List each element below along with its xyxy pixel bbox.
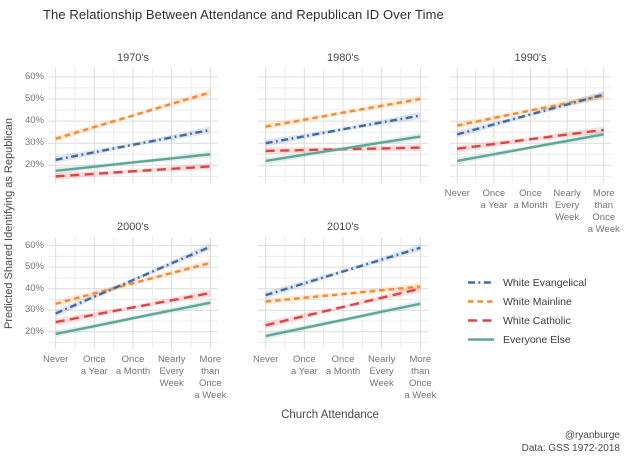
x-tick-label: More than Once a Week xyxy=(404,354,437,401)
facet-title-2000s: 2000's xyxy=(116,221,150,233)
facet-plot-1990s xyxy=(450,68,611,183)
facet-panel-2010s: 2010's Never Once a Year Once a Month Nearly E… xyxy=(253,221,436,401)
facet-plot-1980s xyxy=(258,68,428,183)
y-tick-label: 50% xyxy=(24,261,44,273)
facet-panel-1970s: 1970's 60% 50% 40% 30% 20% xyxy=(25,52,218,183)
caption-handle: @ryanburge xyxy=(564,430,620,441)
x-tick-label: Never xyxy=(42,354,69,365)
y-tick-label: 50% xyxy=(24,92,44,104)
y-tick-label: 30% xyxy=(24,304,44,316)
x-tick-label: Once a Month xyxy=(115,354,151,377)
y-tick-label: 20% xyxy=(24,159,44,171)
x-tick-label: More than Once a Week xyxy=(194,354,227,401)
facet-plot-1970s xyxy=(48,68,218,183)
x-tick-label: Once a Month xyxy=(325,354,361,377)
facet-plot-2000s xyxy=(48,237,218,349)
facet-title-1990s: 1990's xyxy=(514,52,547,64)
legend: White Evangelical White Mainline White C… xyxy=(468,273,586,349)
legend-key-line-icon xyxy=(468,300,494,303)
facet-panel-1990s: 1990's Never Once a Year Once a Month Nearly E… xyxy=(445,52,620,235)
x-tick-label: Once a Month xyxy=(513,188,548,211)
chart-title: The Relationship Between Attendance and … xyxy=(43,7,444,22)
legend-label: Everyone Else xyxy=(503,333,571,346)
facet-title-2010s: 2010's xyxy=(326,221,360,233)
legend-item-everyone-else: Everyone Else xyxy=(468,330,586,349)
legend-item-white-mainline: White Mainline xyxy=(468,292,586,311)
legend-key-line-icon xyxy=(468,281,494,284)
y-tick-label: 60% xyxy=(24,239,44,251)
legend-item-white-evangelical: White Evangelical xyxy=(468,273,586,292)
x-tick-label: Never xyxy=(252,354,279,365)
legend-item-white-catholic: White Catholic xyxy=(468,311,586,330)
facet-panel-2000s: 2000's 60% 50% 40% 30% 20% Never Once a Year Onc… xyxy=(25,221,226,401)
legend-key-line-icon xyxy=(468,338,494,341)
facet-plot-2010s xyxy=(258,237,428,349)
x-tick-label: Nearly Every Week xyxy=(367,354,396,389)
legend-label: White Evangelical xyxy=(503,276,587,289)
y-axis-title: Predicted Shared Identifying as Republic… xyxy=(3,118,15,330)
legend-label: White Catholic xyxy=(503,314,571,327)
y-tick-label: 40% xyxy=(24,282,44,294)
facet-title-1980s: 1980's xyxy=(326,52,360,64)
caption-source: Data: GSS 1972-2018 xyxy=(521,443,620,454)
legend-key-line-icon xyxy=(468,319,494,322)
facet-title-1970s: 1970's xyxy=(116,52,150,64)
x-tick-label: Once a Year xyxy=(290,354,318,377)
facet-panel-1980s: 1980's xyxy=(258,52,428,183)
y-tick-label: 20% xyxy=(24,325,44,337)
x-tick-label: Once a Year xyxy=(80,354,108,377)
legend-label: White Mainline xyxy=(503,295,572,308)
x-tick-label: Never xyxy=(444,188,470,199)
y-tick-label: 30% xyxy=(24,137,44,149)
x-tick-label: Nearly Every Week xyxy=(553,188,581,223)
y-tick-label: 60% xyxy=(24,70,44,82)
caption: @ryanburge Data: GSS 1972-2018 xyxy=(522,429,620,455)
x-tick-label: Nearly Every Week xyxy=(157,354,186,389)
x-axis-title: Church Attendance xyxy=(281,409,379,421)
x-tick-label: More than Once a Week xyxy=(587,188,620,235)
x-tick-label: Once a Year xyxy=(480,188,508,211)
y-tick-label: 40% xyxy=(24,115,44,127)
